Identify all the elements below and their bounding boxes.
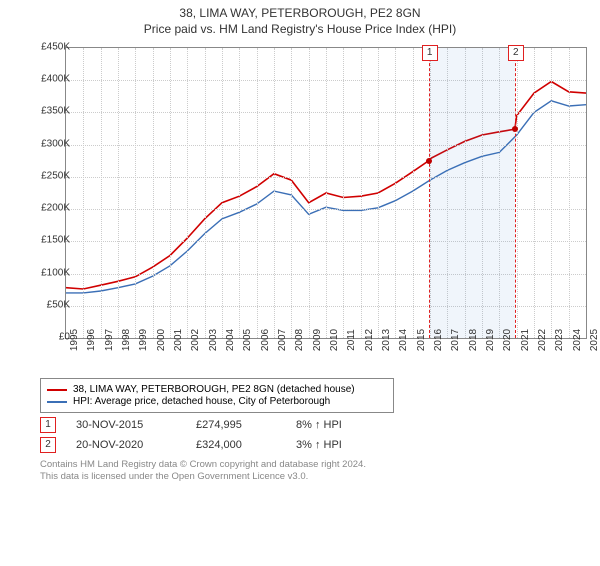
x-tick-label: 1998 [121, 329, 132, 351]
x-tick-label: 2007 [277, 329, 288, 351]
sale-marker-2: 2 [40, 437, 56, 453]
x-tick-label: 2024 [572, 329, 583, 351]
legend-box: 38, LIMA WAY, PETERBOROUGH, PE2 8GN (det… [40, 378, 394, 413]
x-tick-label: 2012 [364, 329, 375, 351]
sale-marker-1: 1 [40, 417, 56, 433]
x-tick-label: 2019 [485, 329, 496, 351]
x-tick-label: 2001 [173, 329, 184, 351]
sale-date-1: 30-NOV-2015 [76, 419, 176, 431]
x-tick-label: 2000 [156, 329, 167, 351]
sale-price-2: £324,000 [196, 439, 276, 451]
chart-marker-2: 2 [508, 45, 524, 61]
sale-date-2: 20-NOV-2020 [76, 439, 176, 451]
y-tick-label: £150K [41, 235, 70, 246]
sale-price-1: £274,995 [196, 419, 276, 431]
x-tick-label: 2002 [190, 329, 201, 351]
chart-container: 38, LIMA WAY, PETERBOROUGH, PE2 8GN Pric… [0, 6, 600, 566]
legend-label-property: 38, LIMA WAY, PETERBOROUGH, PE2 8GN (det… [73, 384, 355, 395]
x-tick-label: 2006 [260, 329, 271, 351]
x-tick-label: 2015 [416, 329, 427, 351]
x-tick-label: 2004 [225, 329, 236, 351]
y-tick-label: £50K [47, 299, 70, 310]
sales-table: 1 30-NOV-2015 £274,995 8% ↑ HPI 2 20-NOV… [40, 417, 600, 453]
x-tick-label: 2003 [208, 329, 219, 351]
chart-title: 38, LIMA WAY, PETERBOROUGH, PE2 8GN [0, 6, 600, 20]
x-tick-label: 1996 [86, 329, 97, 351]
x-tick-label: 2014 [398, 329, 409, 351]
sale-diff-2: 3% ↑ HPI [296, 439, 342, 451]
y-tick-label: £200K [41, 203, 70, 214]
y-tick-label: £350K [41, 106, 70, 117]
x-tick-label: 1997 [104, 329, 115, 351]
chart-marker-1: 1 [422, 45, 438, 61]
plot-region: 12 [65, 47, 587, 339]
footnote: Contains HM Land Registry data © Crown c… [40, 459, 600, 484]
y-tick-label: £100K [41, 267, 70, 278]
x-tick-label: 1995 [69, 329, 80, 351]
legend-swatch-hpi [47, 401, 67, 403]
x-tick-label: 2009 [312, 329, 323, 351]
x-tick-label: 2010 [329, 329, 340, 351]
legend-item-hpi: HPI: Average price, detached house, City… [47, 396, 387, 407]
x-tick-label: 2017 [450, 329, 461, 351]
chart-area: 12 £0£50K£100K£150K£200K£250K£300K£350K£… [35, 42, 595, 372]
x-tick-label: 2018 [468, 329, 479, 351]
sale-row-2: 2 20-NOV-2020 £324,000 3% ↑ HPI [40, 437, 600, 453]
x-tick-label: 2025 [589, 329, 600, 351]
x-tick-label: 2020 [502, 329, 513, 351]
x-tick-label: 2005 [242, 329, 253, 351]
footnote-line-1: Contains HM Land Registry data © Crown c… [40, 459, 600, 471]
x-tick-label: 2013 [381, 329, 392, 351]
x-tick-label: 2008 [294, 329, 305, 351]
x-tick-label: 2011 [346, 329, 357, 351]
sale-diff-1: 8% ↑ HPI [296, 419, 342, 431]
y-tick-label: £250K [41, 170, 70, 181]
chart-subtitle: Price paid vs. HM Land Registry's House … [0, 22, 600, 36]
legend-swatch-property [47, 389, 67, 391]
y-tick-label: £400K [41, 74, 70, 85]
y-tick-label: £450K [41, 42, 70, 53]
legend-label-hpi: HPI: Average price, detached house, City… [73, 396, 330, 407]
x-tick-label: 2022 [537, 329, 548, 351]
footnote-line-2: This data is licensed under the Open Gov… [40, 471, 600, 483]
x-tick-label: 2016 [433, 329, 444, 351]
x-tick-label: 2021 [520, 329, 531, 351]
sale-row-1: 1 30-NOV-2015 £274,995 8% ↑ HPI [40, 417, 600, 433]
x-tick-label: 1999 [138, 329, 149, 351]
legend-item-property: 38, LIMA WAY, PETERBOROUGH, PE2 8GN (det… [47, 384, 387, 395]
y-tick-label: £300K [41, 138, 70, 149]
x-tick-label: 2023 [554, 329, 565, 351]
